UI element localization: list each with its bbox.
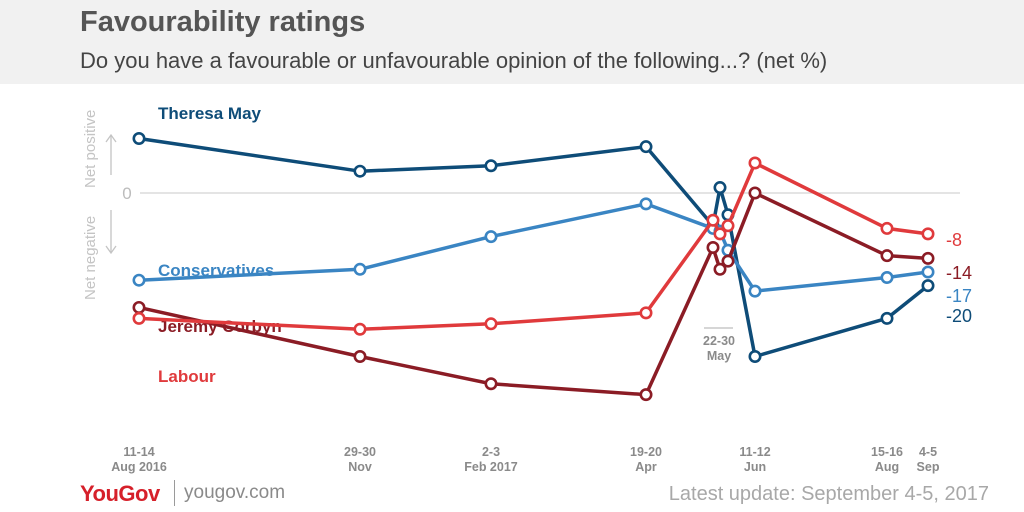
data-point	[639, 140, 653, 154]
x-tick-label: Jun	[744, 460, 766, 474]
data-point	[484, 317, 498, 331]
data-point	[353, 262, 367, 276]
data-point	[880, 221, 894, 235]
data-point	[921, 227, 935, 241]
data-point	[748, 186, 762, 200]
x-tick-label: Feb 2017	[464, 460, 518, 474]
series-name-label: Theresa May	[158, 104, 262, 123]
data-point	[132, 273, 146, 287]
data-point	[921, 279, 935, 293]
data-point	[880, 249, 894, 263]
data-point	[132, 311, 146, 325]
header-band	[0, 0, 1024, 84]
up-arrow-head	[105, 133, 117, 143]
data-point	[721, 219, 735, 233]
data-point	[880, 311, 894, 325]
net-positive-label: Net positive	[82, 110, 99, 188]
data-point	[748, 156, 762, 170]
chart-subtitle: Do you have a favourable or unfavourable…	[80, 48, 828, 73]
x-tick-label: 11-12	[739, 445, 770, 459]
end-value-label: -20	[946, 306, 972, 326]
series-line-theresa-may	[138, 136, 930, 359]
data-point	[721, 254, 735, 268]
data-point	[484, 377, 498, 391]
data-point	[748, 284, 762, 298]
latest-update-note: Latest update: September 4-5, 2017	[668, 483, 989, 505]
data-point	[484, 230, 498, 244]
data-point	[713, 181, 727, 195]
x-tick-label: 19-20	[630, 445, 662, 459]
data-point	[639, 306, 653, 320]
data-point	[706, 213, 720, 227]
footer-site-link[interactable]: yougov.com	[184, 482, 286, 503]
x-tick-label: 15-16	[871, 445, 903, 459]
data-point	[132, 132, 146, 146]
series-name-label: Labour	[158, 367, 216, 386]
x-tick-label: 2-3	[482, 445, 500, 459]
data-point	[880, 270, 894, 284]
data-point	[484, 159, 498, 173]
down-arrow-head	[105, 245, 117, 255]
data-point	[713, 262, 727, 276]
zero-tick-label: 0	[122, 184, 131, 203]
series-name-label: Conservatives	[158, 261, 274, 280]
chart-title: Favourability ratings	[80, 6, 366, 38]
footer-divider	[174, 480, 175, 506]
may-annotation-label: May	[707, 349, 731, 363]
data-point	[706, 241, 720, 255]
net-negative-label: Net negative	[82, 216, 99, 300]
may-annotation-label: 22-30	[703, 334, 735, 348]
x-tick-label: Apr	[635, 460, 657, 474]
data-point	[921, 265, 935, 279]
data-point	[353, 322, 367, 336]
x-tick-label: Sep	[917, 460, 940, 474]
x-tick-label: 11-14	[123, 445, 154, 459]
series-line-jeremy-corbyn	[138, 191, 929, 397]
data-point	[353, 349, 367, 363]
end-value-label: -17	[946, 286, 972, 306]
x-tick-label: 29-30	[344, 445, 376, 459]
x-tick-label: Aug 2016	[111, 460, 167, 474]
data-point	[921, 251, 935, 265]
data-point	[748, 349, 762, 363]
x-tick-label: Nov	[348, 460, 372, 474]
data-point	[639, 197, 653, 211]
yougov-logo: YouGov	[80, 481, 160, 506]
series-line-labour	[138, 161, 929, 331]
end-value-label: -8	[946, 230, 962, 250]
data-point	[353, 164, 367, 178]
data-point	[639, 388, 653, 402]
x-tick-label: 4-5	[919, 445, 937, 459]
data-point	[713, 227, 727, 241]
end-value-label: -14	[946, 263, 972, 283]
x-tick-label: Aug	[875, 460, 899, 474]
data-point	[132, 300, 146, 314]
